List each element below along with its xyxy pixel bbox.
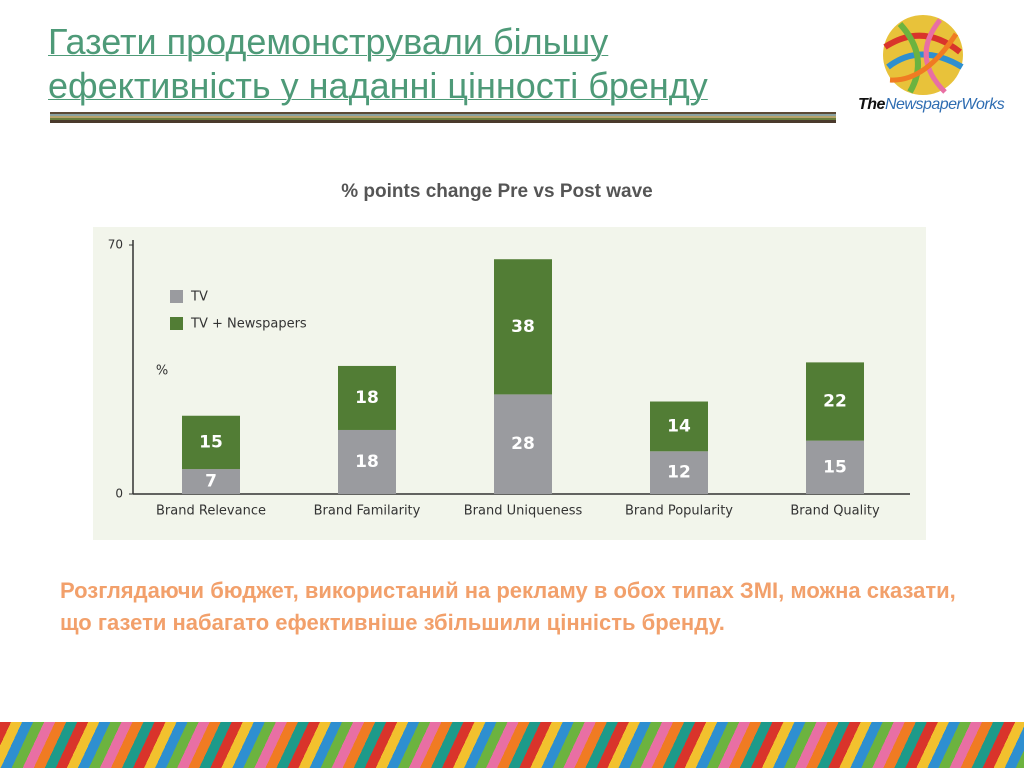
bar-segment — [182, 415, 240, 470]
bar-segment — [338, 429, 396, 494]
value-label: 22 — [823, 392, 847, 412]
chart: % points change Pre vs Post wave % 0 70 TV… — [93, 181, 926, 540]
x-tick-label: Brand Quality — [790, 504, 880, 519]
value-label: 15 — [823, 457, 847, 477]
y-tick-label: 0 — [115, 487, 123, 501]
value-label: 12 — [667, 463, 691, 483]
value-label: 18 — [355, 452, 379, 472]
logo-ball — [883, 15, 964, 95]
decor-band — [0, 722, 1024, 768]
logo-text: TheNewspaperWorks — [858, 96, 1005, 114]
title-line: Газети продемонстрували більшу — [48, 21, 609, 62]
legend-label: TV — [190, 290, 208, 305]
logo-name: NewspaperWorks — [884, 96, 1005, 113]
value-label: 38 — [511, 317, 535, 337]
value-label: 28 — [511, 434, 535, 454]
legend-label: TV + Newspapers — [190, 317, 307, 332]
y-axis-label: % — [156, 364, 168, 379]
title-line: ефективність у наданні цінності бренду — [48, 65, 708, 106]
value-label: 14 — [667, 416, 691, 436]
x-tick-label: Brand Uniqueness — [464, 504, 583, 519]
value-label: 7 — [205, 472, 217, 492]
legend-swatch — [170, 317, 183, 330]
title-stripes — [50, 112, 836, 123]
bar-segment — [650, 401, 708, 452]
bar-segment — [494, 259, 552, 395]
y-tick-label: 70 — [108, 238, 123, 252]
value-label: 18 — [355, 388, 379, 408]
x-tick-label: Brand Familarity — [314, 504, 421, 519]
bar-segment — [494, 394, 552, 494]
x-tick-label: Brand Popularity — [625, 504, 733, 519]
logo-prefix: The — [858, 96, 885, 113]
body-text: Розглядаючи бюджет, використаний на рекл… — [60, 578, 956, 635]
legend-swatch — [170, 290, 183, 303]
bar-segment — [806, 362, 864, 441]
bar-segment — [806, 440, 864, 494]
chart-title: % points change Pre vs Post wave — [341, 181, 653, 202]
value-label: 15 — [199, 432, 223, 452]
bar-segment — [650, 451, 708, 494]
slide-title: Газети продемонстрували більшу ефективні… — [48, 20, 708, 108]
bar-segment — [338, 365, 396, 430]
bar-segment — [182, 469, 240, 494]
x-tick-label: Brand Relevance — [156, 504, 266, 519]
